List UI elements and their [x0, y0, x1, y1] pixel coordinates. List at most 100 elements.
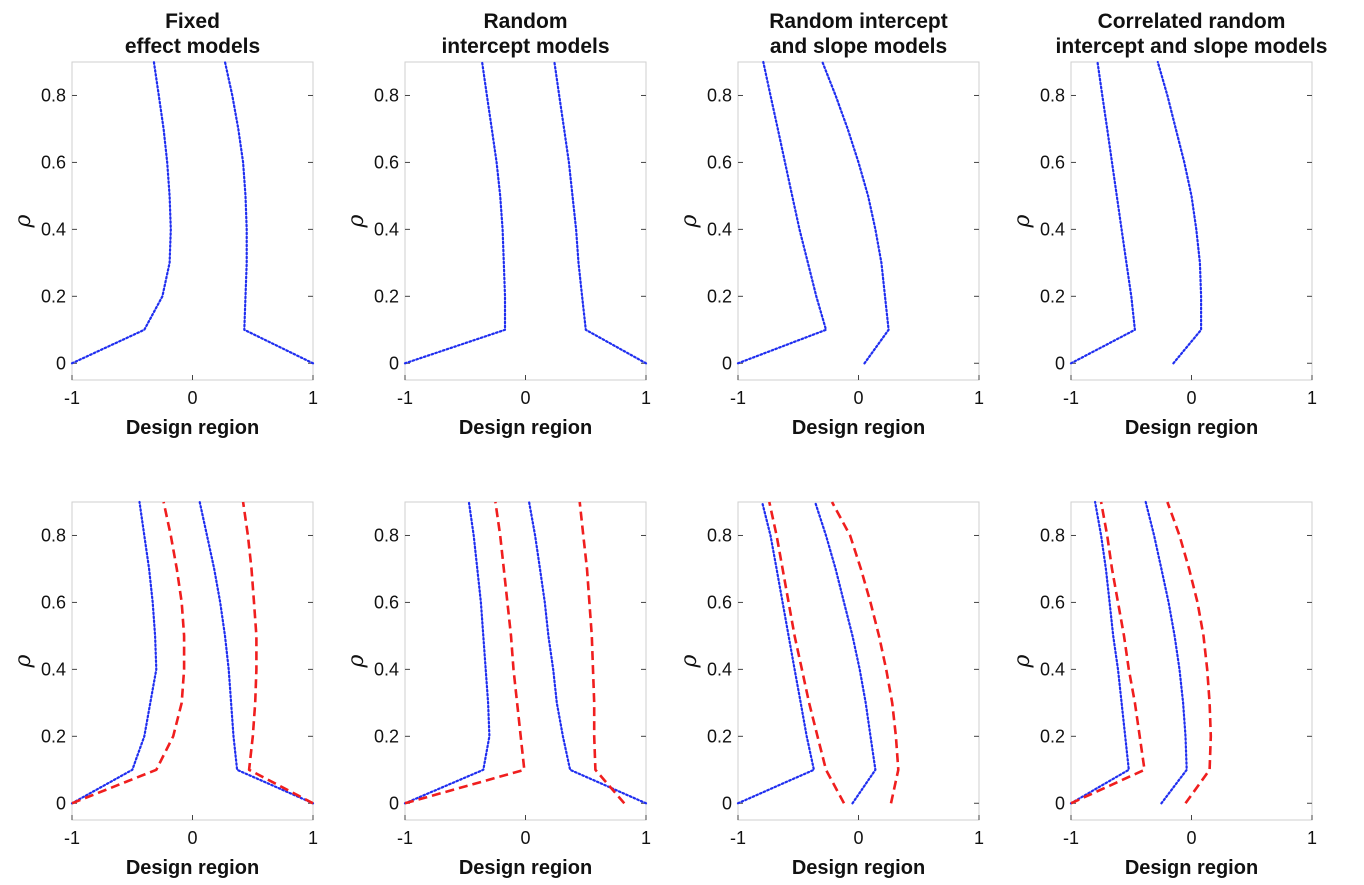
y-axis-label: ρ — [344, 654, 369, 668]
x-tick-label: -1 — [1063, 388, 1079, 408]
red-dashed-series-line — [1070, 501, 1146, 805]
x-tick-label: 0 — [853, 828, 863, 848]
y-tick-label: 0.2 — [374, 726, 399, 746]
x-axis-label: Design region — [126, 857, 259, 879]
y-tick-label: 0.4 — [41, 659, 66, 679]
x-tick-label: 1 — [974, 828, 984, 848]
x-tick-label: 0 — [853, 388, 863, 408]
column-title-line: Random — [484, 10, 568, 33]
x-tick-label: 0 — [1186, 828, 1196, 848]
x-tick-label: -1 — [397, 828, 413, 848]
y-axis-label: ρ — [1010, 214, 1035, 228]
blue-dotted-series-line — [403, 60, 507, 365]
column-title-line: intercept models — [441, 35, 609, 58]
y-tick-label: 0.6 — [1040, 152, 1065, 172]
red-dashed-series-line — [404, 501, 526, 805]
y-tick-label: 0 — [56, 353, 66, 373]
y-tick-label: 0 — [389, 793, 399, 813]
y-tick-label: 0.6 — [707, 152, 732, 172]
y-tick-label: 0.8 — [41, 525, 66, 545]
x-axis-label: Design region — [1125, 857, 1258, 879]
x-tick-label: 1 — [641, 828, 651, 848]
x-tick-label: -1 — [730, 828, 746, 848]
plot-frame — [71, 501, 314, 821]
blue-dotted-series-line — [736, 500, 816, 805]
blue-dotted-series-line — [70, 500, 158, 805]
panel-r2c4: 0 0.2 0.4 0.6 0.8 -1 0 1 Design region ρ — [1010, 500, 1317, 879]
x-axis-label: Design region — [792, 417, 925, 439]
plot-frame — [71, 61, 314, 381]
blue-dotted-series-line — [198, 500, 315, 805]
x-tick-label: 0 — [520, 388, 530, 408]
y-tick-label: 0.2 — [374, 286, 399, 306]
y-tick-label: 0.6 — [374, 592, 399, 612]
y-tick-label: 0.8 — [707, 525, 732, 545]
y-tick-label: 0.2 — [41, 286, 66, 306]
x-tick-label: 1 — [641, 388, 651, 408]
red-dashed-series-line — [1166, 501, 1213, 805]
y-tick-label: 0.8 — [374, 525, 399, 545]
x-tick-label: 1 — [1307, 388, 1317, 408]
plot-frame — [1070, 501, 1313, 821]
column-title-line: Random intercept — [769, 10, 948, 33]
plot-frame — [1070, 61, 1313, 381]
y-tick-label: 0 — [1055, 793, 1065, 813]
y-tick-label: 0.8 — [707, 85, 732, 105]
blue-dotted-series-line — [403, 500, 491, 805]
y-tick-label: 0 — [722, 353, 732, 373]
y-tick-label: 0.4 — [374, 219, 399, 239]
x-tick-label: 0 — [187, 828, 197, 848]
blue-dotted-series-line — [821, 60, 890, 365]
y-tick-label: 0 — [722, 793, 732, 813]
y-tick-label: 0.8 — [374, 85, 399, 105]
blue-dotted-series-line — [527, 500, 648, 805]
y-tick-label: 0.4 — [1040, 219, 1065, 239]
red-dashed-series-line — [71, 501, 186, 805]
y-axis-label: ρ — [344, 214, 369, 228]
y-axis-label: ρ — [11, 654, 36, 668]
blue-dotted-series-line — [553, 60, 648, 365]
x-tick-label: -1 — [64, 388, 80, 408]
y-tick-label: 0.4 — [707, 219, 732, 239]
plot-frame — [404, 501, 647, 821]
y-tick-label: 0.4 — [374, 659, 399, 679]
y-tick-label: 0.2 — [1040, 726, 1065, 746]
blue-dotted-series-line — [70, 60, 172, 365]
y-tick-label: 0.2 — [1040, 286, 1065, 306]
x-tick-label: -1 — [1063, 828, 1079, 848]
x-tick-label: 1 — [974, 388, 984, 408]
x-tick-label: -1 — [397, 388, 413, 408]
blue-dotted-series-line — [223, 60, 315, 365]
plot-frame — [737, 501, 980, 821]
column-title-line: Fixed — [165, 10, 220, 33]
y-tick-label: 0.6 — [41, 152, 66, 172]
y-tick-label: 0.2 — [707, 286, 732, 306]
y-tick-label: 0.6 — [1040, 592, 1065, 612]
red-dashed-series-line — [578, 501, 626, 805]
x-tick-label: 1 — [308, 388, 318, 408]
x-tick-label: 0 — [187, 388, 197, 408]
red-dashed-series-line — [768, 501, 846, 804]
x-axis-label: Design region — [1125, 417, 1258, 439]
y-tick-label: 0.2 — [41, 726, 66, 746]
y-axis-label: ρ — [11, 214, 36, 228]
panel-r2c2: 0 0.2 0.4 0.6 0.8 -1 0 1 Design region ρ — [344, 500, 651, 879]
red-dashed-series-line — [830, 501, 900, 804]
x-tick-label: 0 — [520, 828, 530, 848]
blue-dotted-series-line — [736, 60, 828, 365]
blue-dotted-series-line — [1069, 60, 1137, 365]
x-tick-label: 1 — [1307, 828, 1317, 848]
y-tick-label: 0.4 — [41, 219, 66, 239]
x-tick-label: 1 — [308, 828, 318, 848]
y-tick-label: 0.4 — [1040, 659, 1065, 679]
y-tick-label: 0.6 — [41, 592, 66, 612]
column-title-line: intercept and slope models — [1056, 35, 1328, 58]
x-axis-label: Design region — [459, 417, 592, 439]
y-axis-label: ρ — [677, 214, 702, 228]
y-tick-label: 0 — [56, 793, 66, 813]
